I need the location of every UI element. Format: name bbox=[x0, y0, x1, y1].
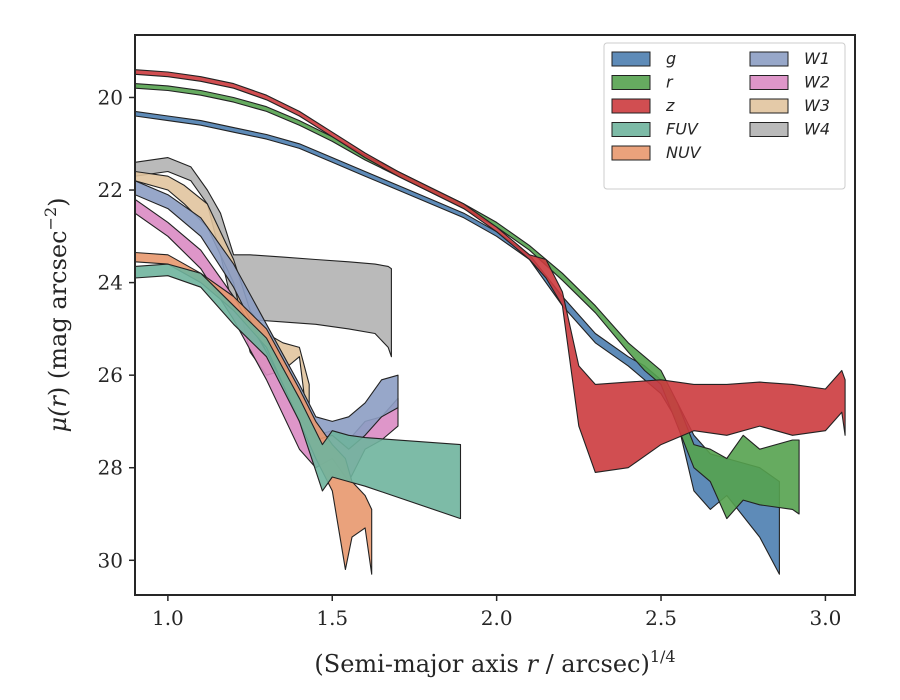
x-tick-label: 1.0 bbox=[152, 606, 184, 630]
legend-label-w4: W4 bbox=[804, 120, 830, 139]
legend-label-w1: W1 bbox=[804, 49, 830, 68]
legend-swatch-g bbox=[611, 51, 651, 67]
y-tick-label: 20 bbox=[98, 85, 123, 109]
legend-swatch-fuv bbox=[611, 122, 651, 137]
x-axis-label: (Semi-major axis r / arcsec)1/4 bbox=[314, 647, 675, 678]
legend-swatch-nuv bbox=[611, 145, 651, 161]
y-tick-label: 24 bbox=[98, 271, 123, 295]
legend-swatch-w4 bbox=[749, 122, 789, 137]
y-axis-label: μ(r) (mag arcsec−2) bbox=[41, 197, 72, 432]
band-z bbox=[135, 69, 846, 473]
legend: grz FUV NUV W1 W2 W3 W4 bbox=[603, 42, 846, 190]
legend-label-w2: W2 bbox=[804, 73, 830, 92]
band-fuv bbox=[135, 263, 462, 520]
plot-area bbox=[135, 69, 846, 575]
x-tick-label: 3.0 bbox=[810, 606, 842, 630]
legend-swatch-z bbox=[611, 98, 651, 114]
legend-swatch-r bbox=[611, 75, 651, 90]
x-tick-label: 1.5 bbox=[316, 606, 348, 630]
y-tick-label: 30 bbox=[98, 548, 123, 572]
legend-swatch-w1 bbox=[749, 51, 789, 67]
band-w1 bbox=[135, 180, 399, 450]
x-tick-label: 2.5 bbox=[645, 606, 677, 630]
y-tick-label: 28 bbox=[98, 456, 123, 480]
x-axis: 1.0 1.5 2.0 2.5 3.0 bbox=[152, 595, 841, 630]
legend-label-w3: W3 bbox=[804, 96, 830, 115]
y-tick-label: 22 bbox=[98, 178, 123, 202]
x-tick-label: 2.0 bbox=[481, 606, 513, 630]
legend-swatch-w2 bbox=[749, 75, 789, 90]
y-axis: 20 22 24 26 28 30 bbox=[98, 85, 135, 572]
axes-frame bbox=[134, 34, 856, 596]
band-g bbox=[135, 110, 780, 575]
legend-label-nuv: NUV bbox=[666, 143, 702, 162]
legend-label-z: z bbox=[665, 96, 675, 115]
legend-label-fuv: FUV bbox=[666, 120, 699, 139]
legend-label-g: g bbox=[666, 49, 676, 68]
legend-label-r: r bbox=[666, 73, 674, 92]
y-tick-label: 26 bbox=[98, 363, 123, 387]
legend-swatch-w3 bbox=[749, 98, 789, 114]
